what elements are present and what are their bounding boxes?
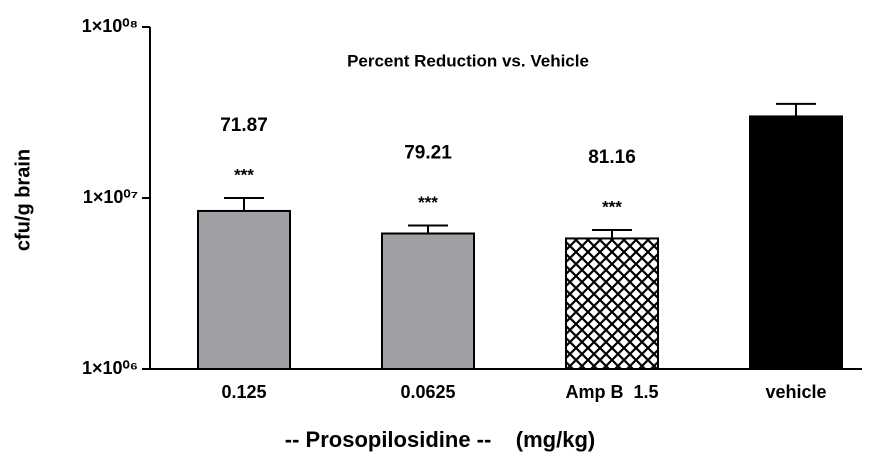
y-tick-label: 1×10⁰⁷ (83, 187, 138, 207)
reduction-label: 79.21 (404, 143, 452, 164)
x-tick-label: Amp B 1.5 (565, 382, 658, 402)
bar (749, 115, 843, 370)
x-tick-label: 0.125 (221, 382, 266, 402)
x-axis-label: -- Prosopilosidine -- (mg/kg) (285, 427, 595, 452)
chart-title: Percent Reduction vs. Vehicle (347, 51, 589, 70)
bar (565, 237, 659, 370)
x-tick-label: 0.0625 (400, 382, 455, 402)
bar (197, 209, 291, 370)
bar (381, 232, 475, 370)
y-tick-label: 1×10⁰⁶ (82, 358, 138, 378)
significance-label: *** (602, 197, 622, 216)
reduction-label: 81.16 (588, 147, 636, 168)
x-tick-label: vehicle (765, 382, 826, 402)
y-tick-label: 1×10⁰⁸ (82, 16, 138, 36)
significance-label: *** (234, 165, 254, 184)
significance-label: *** (418, 193, 438, 212)
y-axis-label: cfu/g brain (12, 149, 34, 251)
reduction-label: 71.87 (220, 115, 268, 136)
